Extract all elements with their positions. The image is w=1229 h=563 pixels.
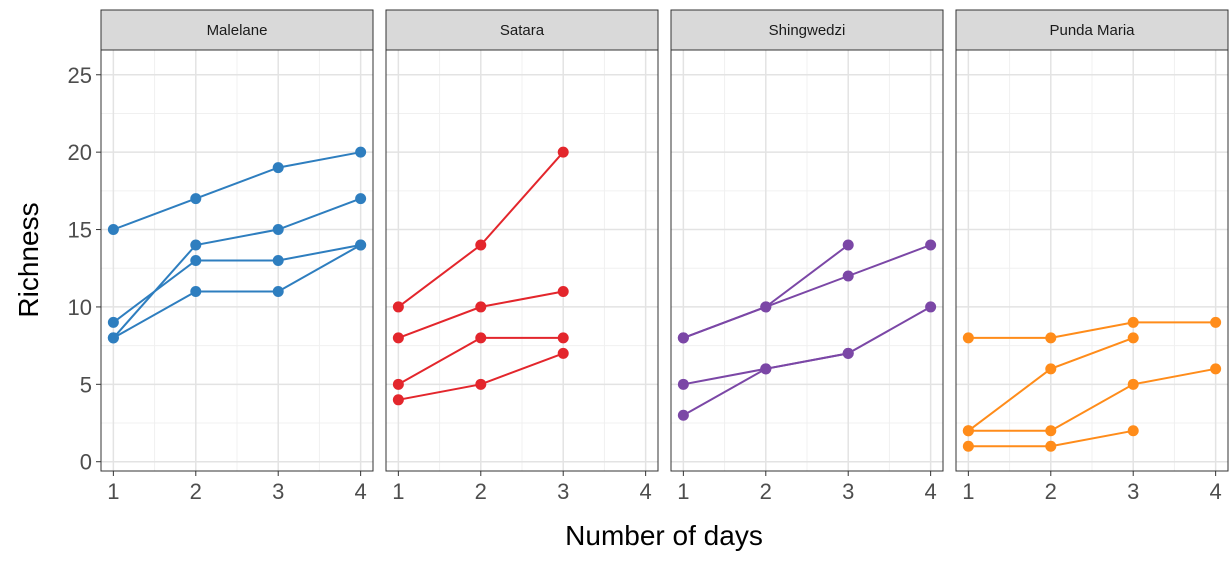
data-point bbox=[272, 162, 284, 174]
data-point bbox=[925, 301, 937, 313]
data-point bbox=[355, 146, 367, 158]
data-point bbox=[677, 378, 689, 390]
x-tick-label: 4 bbox=[925, 479, 937, 504]
data-point bbox=[842, 270, 854, 282]
x-axis-title: Number of days bbox=[565, 520, 763, 551]
data-point bbox=[557, 347, 569, 359]
data-point bbox=[190, 193, 202, 205]
data-point bbox=[1210, 363, 1222, 375]
x-tick-label: 3 bbox=[272, 479, 284, 504]
data-point bbox=[925, 239, 937, 251]
x-tick-label: 1 bbox=[107, 479, 119, 504]
data-point bbox=[760, 301, 772, 313]
panel-border bbox=[385, 49, 659, 472]
facet-strip-label: Punda Maria bbox=[1049, 22, 1135, 39]
facet-strip bbox=[100, 9, 374, 51]
x-tick-label: 1 bbox=[392, 479, 404, 504]
x-tick-label: 1 bbox=[962, 479, 974, 504]
data-point bbox=[1045, 440, 1057, 452]
panel-border bbox=[670, 49, 944, 472]
panel-border bbox=[100, 49, 374, 472]
x-tick-label: 3 bbox=[1127, 479, 1139, 504]
data-point bbox=[677, 409, 689, 421]
facet-panel: Satara 1 2 3 4 bbox=[385, 9, 659, 504]
data-point bbox=[1127, 378, 1139, 390]
x-tick-label: 1 bbox=[677, 479, 689, 504]
series-line bbox=[968, 367, 1216, 432]
data-point bbox=[1127, 316, 1139, 328]
series-line bbox=[683, 244, 931, 339]
x-tick-label: 3 bbox=[557, 479, 569, 504]
panel-border bbox=[955, 49, 1229, 472]
data-point bbox=[392, 332, 404, 344]
series-line bbox=[113, 151, 361, 231]
data-point bbox=[962, 332, 974, 344]
facet-strip bbox=[670, 9, 944, 51]
data-point bbox=[475, 332, 487, 344]
facet-strip-label: Malelane bbox=[207, 22, 268, 39]
facet-strip bbox=[385, 9, 659, 51]
facet-strip bbox=[955, 9, 1229, 51]
x-tick-label: 4 bbox=[355, 479, 367, 504]
y-tick-label: 0 bbox=[80, 450, 92, 475]
facet-strip-label: Shingwedzi bbox=[769, 22, 846, 39]
data-point bbox=[1210, 316, 1222, 328]
x-tick-label: 2 bbox=[760, 479, 772, 504]
data-point bbox=[392, 301, 404, 313]
data-point bbox=[677, 332, 689, 344]
data-point bbox=[355, 193, 367, 205]
data-point bbox=[1045, 332, 1057, 344]
y-tick-label: 10 bbox=[68, 295, 92, 320]
data-point bbox=[760, 363, 772, 375]
series-line bbox=[112, 197, 361, 339]
data-point bbox=[475, 378, 487, 390]
x-tick-label: 2 bbox=[1045, 479, 1057, 504]
data-point bbox=[557, 285, 569, 297]
data-point bbox=[392, 378, 404, 390]
data-point bbox=[272, 255, 284, 266]
y-tick-label: 25 bbox=[68, 63, 92, 88]
data-point bbox=[272, 224, 284, 236]
data-point bbox=[107, 316, 119, 328]
data-point bbox=[475, 301, 487, 313]
facet-panel: Punda Maria 1 2 3 4 bbox=[955, 9, 1229, 504]
y-tick-label: 15 bbox=[68, 218, 92, 243]
x-tick-label: 2 bbox=[190, 479, 202, 504]
data-point bbox=[272, 285, 284, 297]
y-tick-label: 20 bbox=[68, 140, 92, 165]
data-point bbox=[475, 239, 487, 251]
data-point bbox=[842, 347, 854, 359]
data-point bbox=[842, 239, 854, 251]
data-point bbox=[962, 440, 974, 452]
y-tick-label: 5 bbox=[80, 372, 92, 397]
data-point bbox=[190, 285, 202, 297]
data-point bbox=[557, 146, 569, 158]
x-tick-label: 4 bbox=[640, 479, 652, 504]
y-axis-title: Richness bbox=[13, 202, 44, 317]
series-line bbox=[968, 321, 1216, 339]
facet-panel: Shingwedzi 1 2 3 4 bbox=[670, 9, 944, 504]
data-point bbox=[392, 394, 404, 406]
data-point bbox=[1045, 425, 1057, 437]
data-point bbox=[355, 239, 367, 251]
x-tick-label: 4 bbox=[1210, 479, 1222, 504]
data-point bbox=[962, 425, 974, 437]
data-point bbox=[1045, 363, 1057, 375]
series-line bbox=[112, 244, 362, 339]
data-point bbox=[1127, 425, 1139, 437]
data-point bbox=[1127, 332, 1139, 344]
data-point bbox=[190, 239, 202, 251]
data-point bbox=[557, 332, 569, 344]
data-point bbox=[190, 255, 202, 266]
x-tick-label: 2 bbox=[475, 479, 487, 504]
facet-strip-label: Satara bbox=[500, 22, 545, 39]
x-tick-label: 3 bbox=[842, 479, 854, 504]
data-point bbox=[107, 332, 119, 344]
data-point bbox=[107, 224, 119, 236]
facet-panel: Malelane 1 2 3 4 0 5 10 15 20 25 bbox=[68, 9, 374, 504]
